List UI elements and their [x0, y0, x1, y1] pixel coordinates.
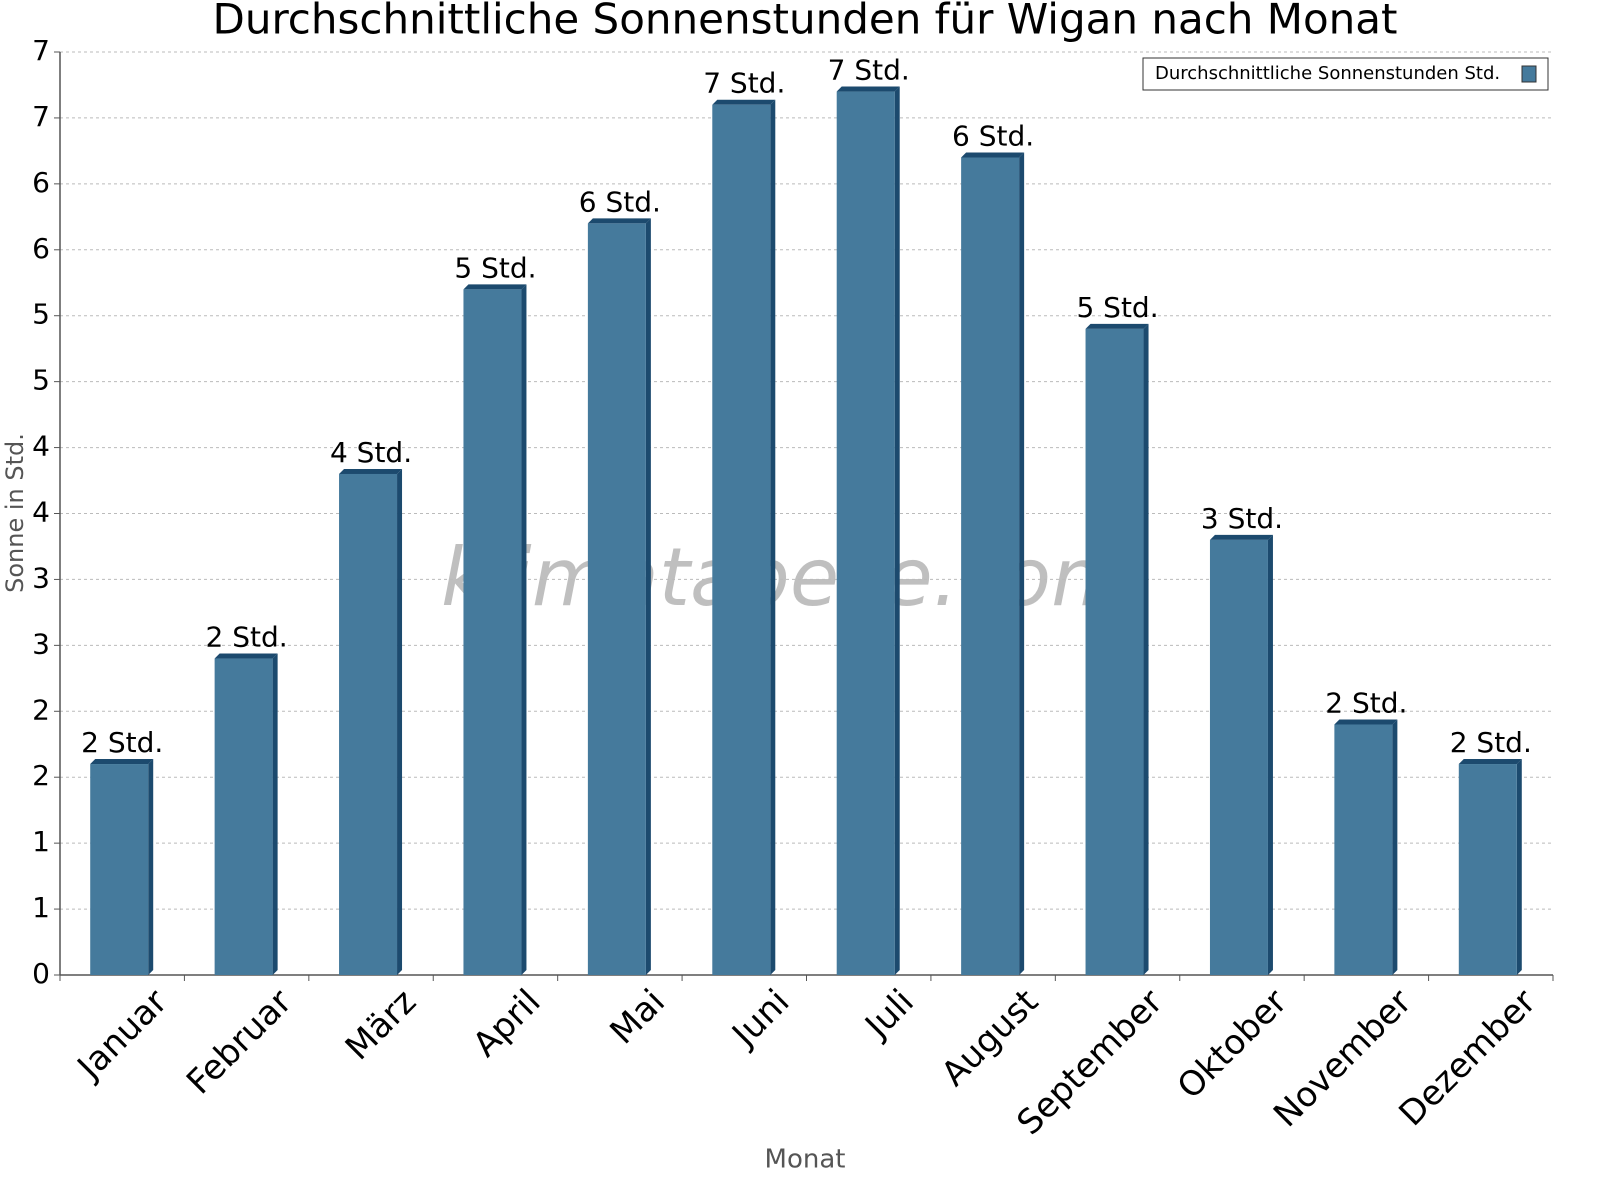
bar-side: [1143, 323, 1149, 975]
data-label: 6 Std.: [579, 185, 661, 218]
bar-side: [1267, 534, 1273, 975]
x-tick-label: Oktober: [1170, 982, 1295, 1107]
y-tick-label: 1: [32, 825, 50, 858]
y-tick-label: 2: [32, 759, 50, 792]
x-tick-label: März: [338, 982, 424, 1068]
y-axis-title: Sonne in Std.: [1, 433, 29, 593]
bar: [961, 157, 1020, 975]
bar-top: [339, 468, 403, 474]
bar-side: [397, 468, 403, 975]
data-label: 2 Std.: [206, 621, 288, 654]
bar: [463, 289, 522, 975]
y-tick-label: 7: [32, 100, 50, 133]
bar-top: [961, 152, 1025, 158]
bar-top: [214, 653, 278, 659]
data-label: 5 Std.: [454, 251, 536, 284]
bar-top: [1334, 719, 1398, 725]
chart-title: Durchschnittliche Sonnenstunden für Wiga…: [212, 0, 1397, 44]
bar-top: [1209, 534, 1273, 540]
data-label: 7 Std.: [703, 67, 785, 100]
x-axis-title: Monat: [765, 1145, 846, 1175]
bar: [1085, 328, 1144, 975]
bar-top: [463, 284, 527, 290]
x-tick-label: Juli: [856, 982, 921, 1047]
bar: [1209, 539, 1268, 975]
bar: [712, 104, 771, 975]
data-label: 3 Std.: [1201, 502, 1283, 535]
y-tick-label: 6: [32, 232, 50, 265]
y-tick-label: 2: [32, 693, 50, 726]
x-tick-label: Dezember: [1392, 982, 1544, 1134]
bar: [339, 473, 398, 975]
bar: [1458, 764, 1517, 975]
bar-top: [1085, 323, 1149, 329]
bar: [836, 91, 895, 976]
data-label: 2 Std.: [1325, 686, 1407, 719]
y-tick-label: 3: [32, 561, 50, 594]
bar-side: [272, 653, 278, 975]
bar-side: [770, 99, 776, 975]
legend-swatch: [1521, 65, 1537, 83]
bar-top: [712, 99, 776, 105]
bar: [90, 764, 149, 975]
data-label: 4 Std.: [330, 436, 412, 469]
legend-label: Durchschnittliche Sonnenstunden Std.: [1155, 63, 1500, 84]
bar: [1334, 724, 1393, 975]
bar-side: [148, 759, 154, 975]
data-label: 6 Std.: [952, 119, 1034, 152]
bar-side: [1392, 719, 1398, 975]
y-tick-label: 5: [32, 298, 50, 331]
y-tick-label: 4: [32, 496, 50, 529]
bar-top: [90, 759, 154, 765]
data-label: 7 Std.: [828, 54, 910, 87]
bar: [587, 223, 646, 975]
x-tick-label: April: [465, 982, 548, 1065]
bar-top: [587, 218, 651, 224]
y-tick-label: 7: [32, 34, 50, 67]
bar-side: [521, 284, 527, 975]
x-tick-label: Juni: [723, 982, 797, 1056]
y-tick-label: 0: [32, 957, 50, 990]
bar-side: [1019, 152, 1025, 975]
data-label: 5 Std.: [1076, 291, 1158, 324]
y-tick-label: 6: [32, 166, 50, 199]
y-tick-label: 3: [32, 627, 50, 660]
bar: [214, 658, 273, 975]
data-label: 2 Std.: [81, 726, 163, 759]
data-label: 2 Std.: [1450, 726, 1532, 759]
bar-side: [894, 86, 900, 976]
x-tick-label: August: [934, 982, 1046, 1094]
y-tick-label: 1: [32, 891, 50, 924]
bar-top: [1458, 759, 1522, 765]
bar-side: [1516, 759, 1522, 975]
x-tick-label: Februar: [179, 982, 300, 1103]
y-tick-label: 5: [32, 364, 50, 397]
watermark: klimatabelle.com: [441, 531, 1129, 624]
x-tick-label: Mai: [603, 982, 673, 1052]
bar-side: [645, 218, 651, 975]
x-tick-label: Januar: [69, 982, 176, 1089]
bar-top: [836, 86, 900, 92]
legend-box: [1142, 57, 1549, 91]
y-tick-label: 4: [32, 430, 50, 463]
